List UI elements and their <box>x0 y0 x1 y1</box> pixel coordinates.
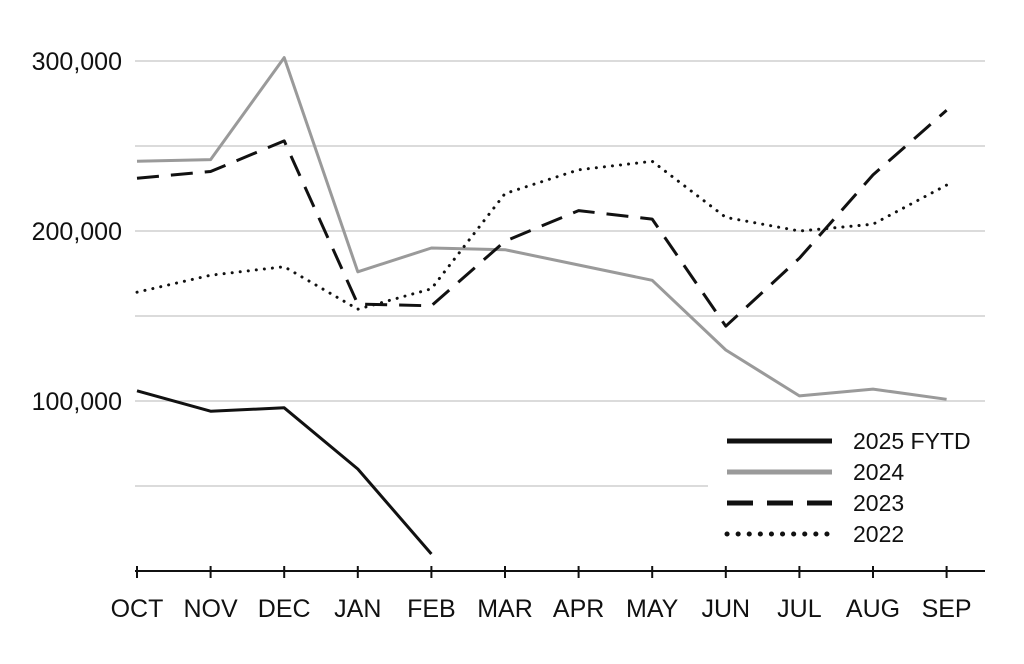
x-axis: OCT NOV DEC JAN FEB MAR APR MAY JUN JUL AUG SEP <box>111 566 985 623</box>
series-line-2022 <box>135 159 949 311</box>
x-tick-label: MAR <box>477 595 533 623</box>
x-tick-label: MAY <box>626 595 679 623</box>
legend: 2025 FYTD 2024 2023 2022 <box>724 428 971 547</box>
y-axis: 100,000 200,000 300,000 <box>32 48 122 416</box>
legend-label: 2025 FYTD <box>853 428 971 454</box>
y-tick-label: 300,000 <box>32 48 122 76</box>
y-tick-label: 100,000 <box>32 388 122 416</box>
x-tick-label: OCT <box>111 595 164 623</box>
x-tick-label: JAN <box>334 595 381 623</box>
x-tick-label: DEC <box>258 595 311 623</box>
series-line-2024 <box>136 56 947 401</box>
legend-label: 2023 <box>853 490 904 516</box>
x-tick-label: NOV <box>184 595 239 623</box>
gridlines <box>135 60 985 487</box>
series-line-2025-fytd <box>136 389 433 555</box>
x-tick-label: JUN <box>701 595 750 623</box>
x-tick-label: APR <box>553 595 604 623</box>
x-tick-label: FEB <box>407 595 456 623</box>
legend-label: 2022 <box>853 521 904 547</box>
legend-label: 2024 <box>853 459 904 485</box>
x-tick-label: AUG <box>846 595 900 623</box>
series-lines <box>135 56 949 555</box>
series-line-2023 <box>136 109 948 328</box>
x-tick-label: JUL <box>777 595 822 623</box>
x-tick-label: SEP <box>922 595 972 623</box>
y-tick-label: 200,000 <box>32 218 122 246</box>
